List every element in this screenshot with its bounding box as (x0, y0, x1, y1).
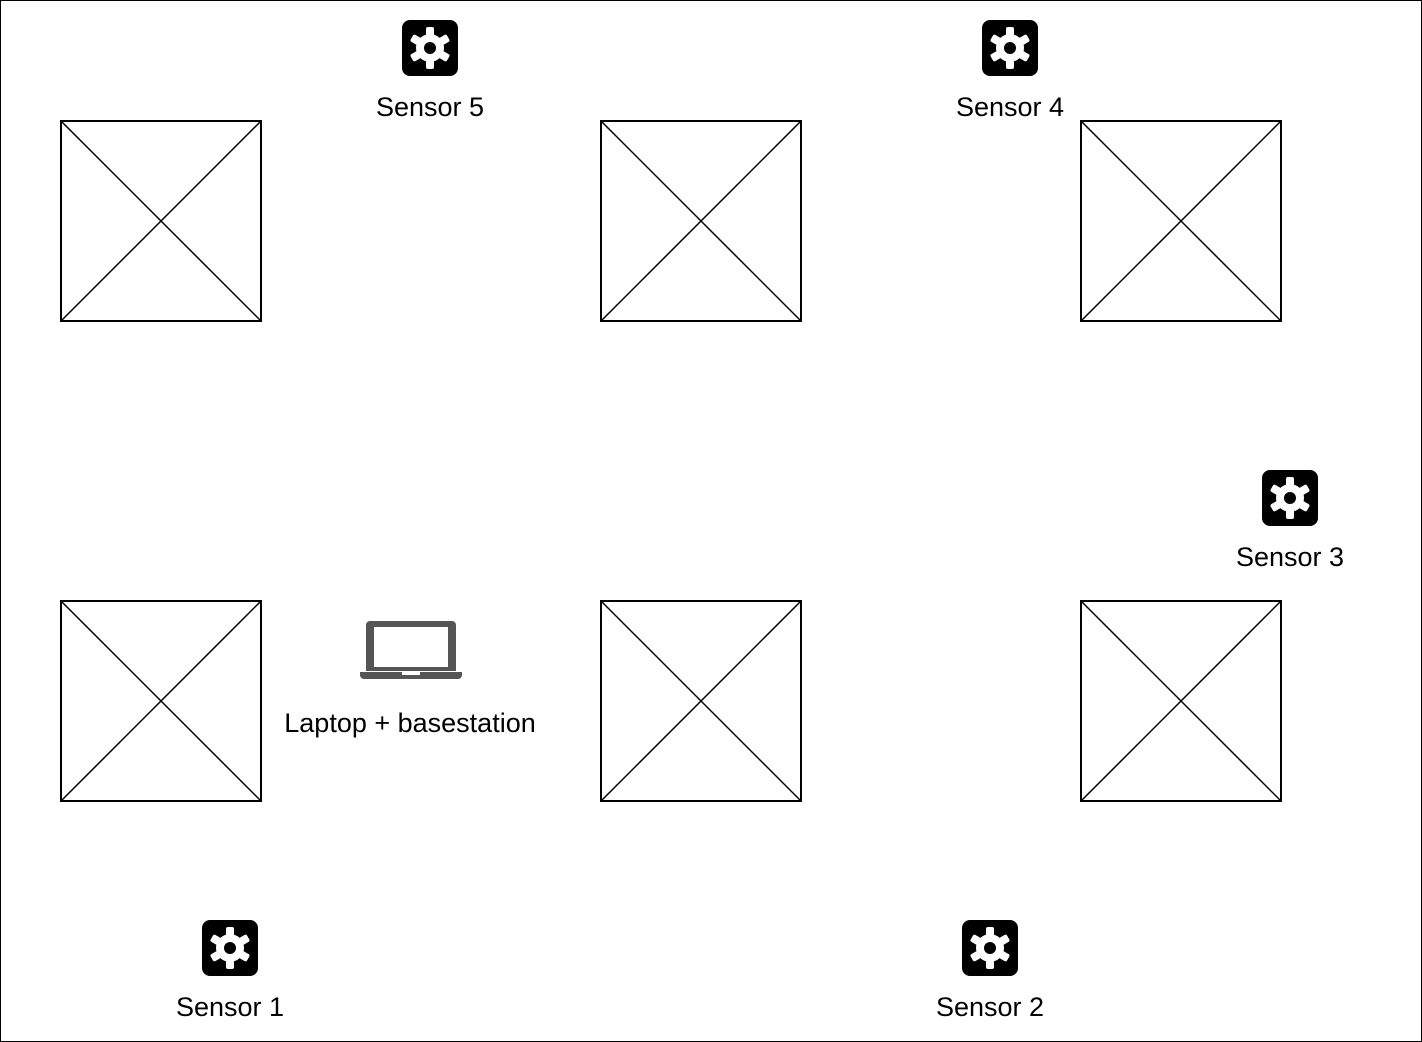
sensor-label: Sensor 1 (175, 992, 285, 1022)
sensor-label: Sensor 2 (935, 992, 1045, 1022)
sensor-label: Sensor 3 (1235, 542, 1345, 572)
placeholder-box (60, 120, 262, 322)
laptop-label: Laptop + basestation (284, 708, 536, 738)
laptop-icon (360, 621, 462, 679)
gear-icon (202, 920, 258, 976)
placeholder-box (600, 600, 802, 802)
placeholder-box (600, 120, 802, 322)
placeholder-box (1080, 600, 1282, 802)
placeholder-box (60, 600, 262, 802)
gear-icon (982, 20, 1038, 76)
gear-icon (402, 20, 458, 76)
gear-icon (1262, 470, 1318, 526)
sensor-label: Sensor 5 (375, 92, 485, 122)
placeholder-box (1080, 120, 1282, 322)
sensor-label: Sensor 4 (955, 92, 1065, 122)
gear-icon (962, 920, 1018, 976)
